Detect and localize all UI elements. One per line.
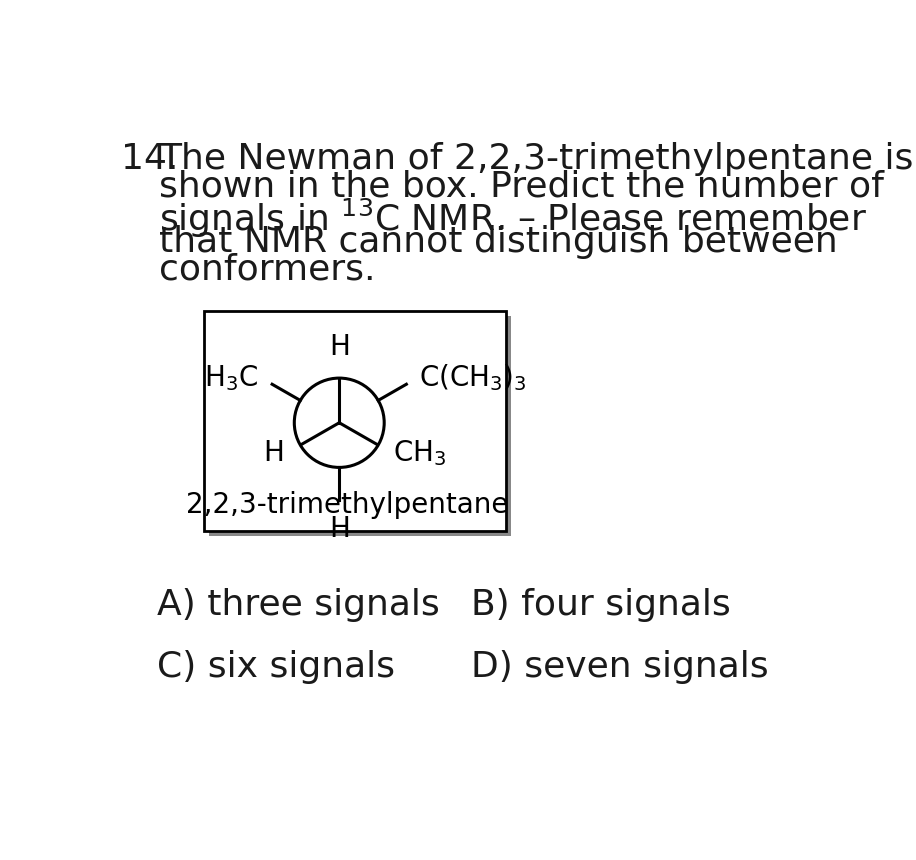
Text: H: H	[263, 439, 284, 467]
Text: signals in $^{13}$C NMR. – Please remember: signals in $^{13}$C NMR. – Please rememb…	[159, 197, 867, 240]
Text: CH$_3$: CH$_3$	[393, 438, 446, 468]
Text: that NMR cannot distinguish between: that NMR cannot distinguish between	[159, 224, 838, 259]
Text: C(CH$_3$)$_3$: C(CH$_3$)$_3$	[419, 363, 527, 394]
Text: B) four signals: B) four signals	[471, 588, 731, 623]
Text: 14.: 14.	[121, 142, 179, 175]
FancyBboxPatch shape	[209, 316, 511, 536]
Text: D) seven signals: D) seven signals	[471, 650, 769, 684]
Text: C) six signals: C) six signals	[158, 650, 395, 684]
Text: The Newman of 2,2,3-trimethylpentane is: The Newman of 2,2,3-trimethylpentane is	[159, 142, 914, 175]
Text: A) three signals: A) three signals	[158, 588, 440, 623]
Text: H: H	[329, 333, 350, 361]
Text: H: H	[329, 515, 350, 544]
FancyBboxPatch shape	[203, 311, 506, 531]
Text: shown in the box. Predict the number of: shown in the box. Predict the number of	[159, 169, 884, 204]
Text: 2,2,3-trimethylpentane: 2,2,3-trimethylpentane	[186, 491, 508, 519]
Text: H$_3$C: H$_3$C	[204, 363, 258, 393]
Text: conformers.: conformers.	[159, 253, 376, 286]
